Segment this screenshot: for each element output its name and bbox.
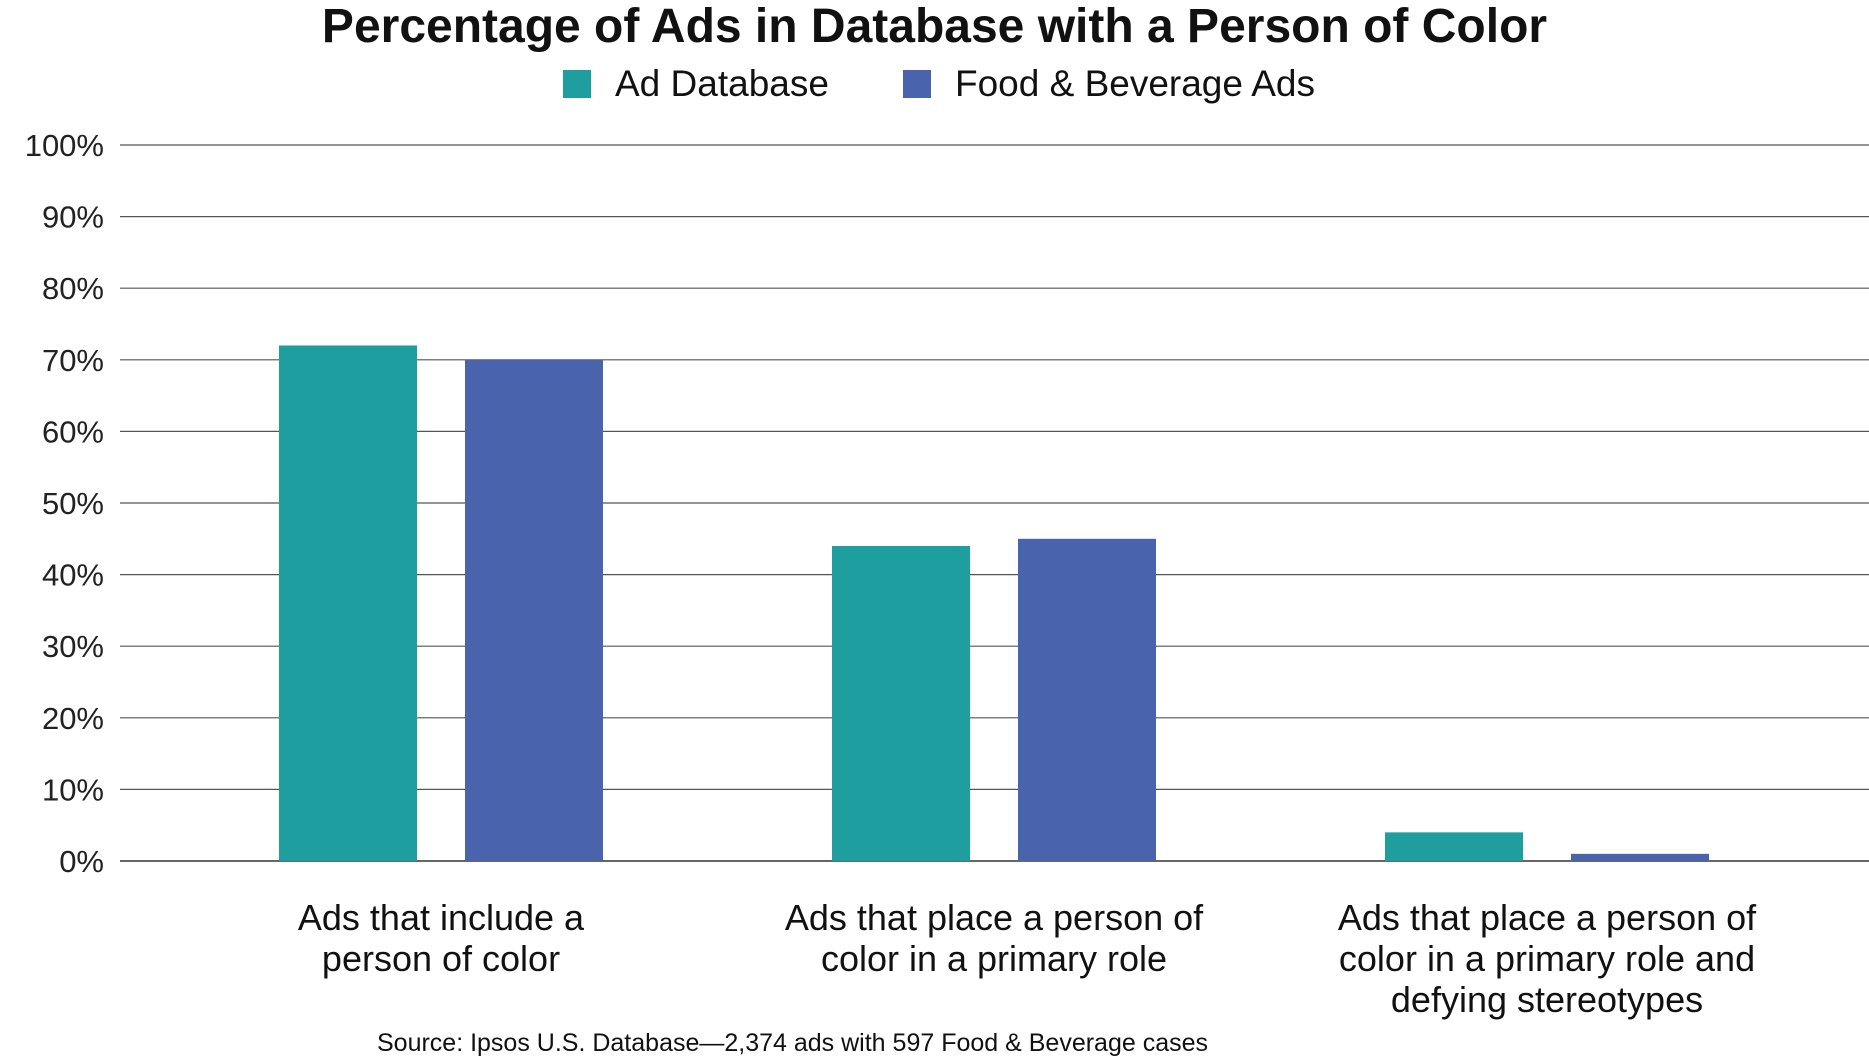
y-axis-ticks: 0% 10% 20% 30% 40% 50% 60% 70% 80% 90% 100% (25, 128, 104, 879)
bar-food-beverage-3 (1571, 853, 1709, 861)
bar-food-beverage-1 (465, 359, 603, 861)
legend-label: Food & Beverage Ads (955, 63, 1315, 104)
y-tick-label: 10% (42, 772, 104, 807)
bar-food-beverage-2 (1018, 538, 1156, 861)
y-tick-label: 30% (42, 629, 104, 664)
legend-swatch (563, 70, 591, 98)
y-tick-label: 0% (59, 844, 104, 879)
y-tick-label: 80% (42, 271, 104, 306)
x-axis-labels: Ads that include a person of color Ads tha… (298, 897, 1757, 1020)
y-tick-label: 100% (25, 128, 104, 163)
bar-ad-database-3 (1385, 832, 1523, 861)
category-label: Ads that place a person of color in a pri… (1338, 897, 1757, 1020)
category-label: Ads that include a person of color (298, 897, 585, 979)
y-tick-label: 60% (42, 414, 104, 449)
bar-ad-database-1 (279, 345, 417, 862)
y-tick-label: 20% (42, 701, 104, 736)
bars (279, 345, 1709, 862)
legend-label: Ad Database (615, 63, 829, 104)
legend-swatch (903, 70, 931, 98)
category-label: Ads that place a person of color in a pri… (785, 897, 1204, 979)
y-tick-label: 90% (42, 200, 104, 235)
legend: Ad Database Food & Beverage Ads (563, 63, 1315, 104)
y-tick-label: 70% (42, 343, 104, 378)
chart-title: Percentage of Ads in Database with a Per… (321, 0, 1548, 53)
y-tick-label: 50% (42, 486, 104, 521)
bar-ad-database-2 (832, 545, 970, 861)
y-tick-label: 40% (42, 558, 104, 593)
source-note: Source: Ipsos U.S. Database—2,374 ads wi… (376, 1029, 1209, 1057)
